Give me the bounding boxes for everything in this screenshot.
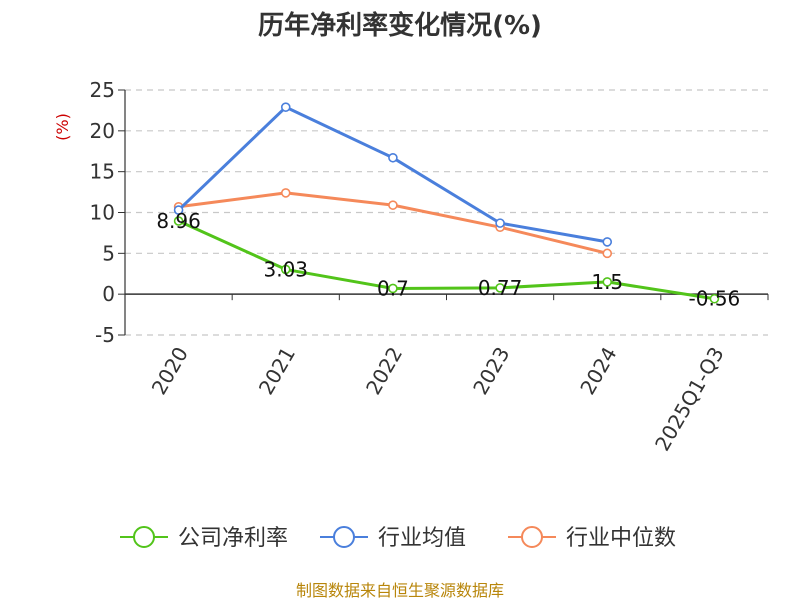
source-note: 制图数据来自恒生聚源数据库	[296, 581, 504, 600]
series-line-0	[177, 219, 715, 301]
x-tick-label: 2021	[254, 343, 300, 399]
series-point	[280, 264, 291, 275]
legend-marker	[333, 526, 355, 548]
series-point	[173, 216, 184, 226]
legend-item: 行业中位数	[508, 526, 676, 551]
grid-lines	[125, 89, 768, 336]
x-tick-labels: 2020 2021 2022 2023 2024 2025Q1-Q3	[147, 343, 729, 455]
y-axis-label: (%)	[53, 113, 72, 141]
y-tick-labels: 25 20 15 10 5 0 -5	[90, 78, 125, 347]
series-point	[495, 283, 505, 293]
chart-title: 历年净利率变化情况(%)	[258, 10, 542, 41]
y-tick-label: 10	[90, 201, 115, 225]
y-tick-label: 0	[102, 282, 115, 306]
series-point	[709, 293, 720, 304]
series-lines	[173, 102, 720, 304]
series-point	[602, 237, 613, 247]
y-tick-label: 20	[90, 119, 115, 143]
x-tick-label: 2022	[361, 343, 407, 399]
series-point	[173, 205, 184, 215]
series-point	[388, 152, 398, 163]
series-point	[495, 218, 505, 228]
series-point	[602, 277, 613, 287]
data-labels: 8.96 3.03 0.7 0.77 1.5 -0.56	[156, 209, 740, 311]
legend-label: 行业均值	[378, 526, 466, 551]
legend-label: 行业中位数	[566, 526, 676, 551]
legend-marker	[133, 526, 155, 548]
data-label: -0.56	[689, 287, 741, 311]
x-tick-label: 2023	[468, 343, 514, 399]
legend-label: 公司净利率	[178, 526, 288, 551]
series-point	[388, 200, 398, 210]
data-label: 0.7	[377, 276, 409, 300]
data-label: 8.96	[156, 209, 201, 233]
x-tick-label: 2025Q1-Q3	[650, 343, 729, 455]
legend-item: 行业均值	[320, 526, 466, 551]
data-label: 3.03	[263, 257, 308, 281]
y-tick-label: 5	[102, 241, 115, 265]
legend: 公司净利率 行业均值 行业中位数	[120, 526, 676, 551]
x-tick-label: 2020	[147, 343, 193, 399]
x-tick-label: 2024	[575, 343, 621, 399]
series-point	[388, 283, 398, 294]
data-label: 0.77	[478, 276, 523, 300]
y-tick-label: 15	[90, 160, 115, 184]
series-line-1	[177, 105, 608, 244]
y-tick-label: -5	[95, 323, 115, 347]
series-point	[280, 188, 291, 198]
legend-marker	[521, 526, 543, 548]
data-label: 1.5	[591, 270, 623, 294]
y-tick-label: 25	[90, 78, 115, 102]
legend-item: 公司净利率	[120, 526, 288, 551]
series-point	[280, 102, 291, 112]
series-point	[602, 248, 613, 259]
